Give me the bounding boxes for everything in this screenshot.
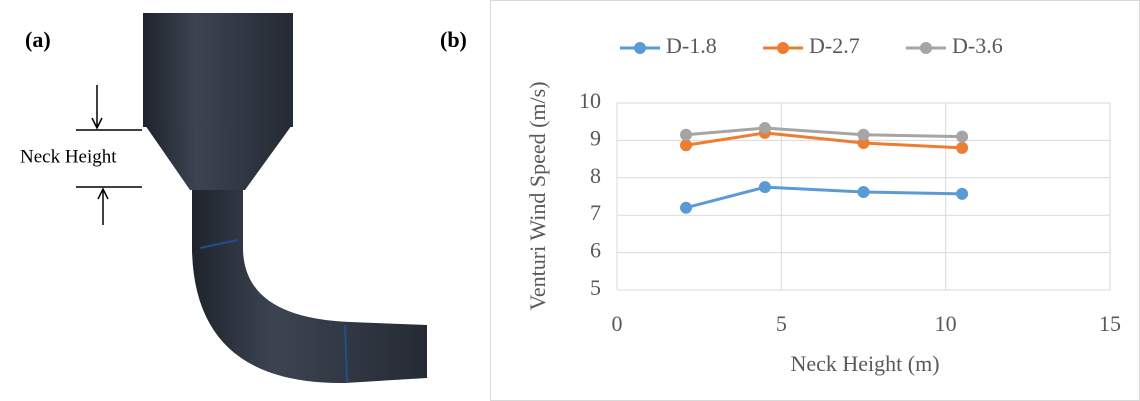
data-point <box>858 186 870 198</box>
legend-marker <box>777 42 789 54</box>
data-point <box>680 139 692 151</box>
x-axis-label: Neck Height (m) <box>790 351 939 376</box>
legend-label: D-2.7 <box>809 33 860 58</box>
data-point <box>759 181 771 193</box>
data-point <box>956 188 968 200</box>
data-point <box>858 129 870 141</box>
legend-label: D-1.8 <box>666 33 717 58</box>
duct-top <box>143 13 293 127</box>
dim-arrow <box>92 85 102 128</box>
legend-marker <box>634 42 646 54</box>
y-tick-label: 9 <box>590 125 601 150</box>
y-tick-label: 10 <box>579 88 601 113</box>
y-tick-label: 8 <box>590 163 601 188</box>
y-axis-label: Venturi Wind Speed (m/s) <box>525 81 550 310</box>
panel-a: Neck Height (a) <box>20 13 427 383</box>
x-tick-label: 10 <box>935 311 957 336</box>
y-tick-label: 6 <box>590 238 601 263</box>
y-tick-label: 5 <box>590 275 601 300</box>
dim-arrow <box>98 189 108 225</box>
panel-label: (b) <box>440 27 467 52</box>
duct-bend <box>192 190 427 383</box>
annotation: Neck Height <box>20 146 117 167</box>
x-tick-label: 5 <box>776 311 787 336</box>
x-tick-label: 0 <box>612 311 623 336</box>
figure: Neck Height (a) (b) Neck Height (m) Vent… <box>0 0 1140 401</box>
panel-label: (a) <box>25 27 51 52</box>
data-point <box>680 202 692 214</box>
duct-cone <box>145 125 292 190</box>
series-line <box>686 128 962 137</box>
data-point <box>680 129 692 141</box>
data-point <box>956 142 968 154</box>
data-point <box>759 122 771 134</box>
legend-label: D-3.6 <box>952 33 1003 58</box>
y-tick-label: 7 <box>590 200 601 225</box>
chart-border <box>491 1 1140 401</box>
data-point <box>956 131 968 143</box>
legend-marker <box>920 42 932 54</box>
x-tick-label: 15 <box>1099 311 1121 336</box>
series-line <box>686 187 962 208</box>
